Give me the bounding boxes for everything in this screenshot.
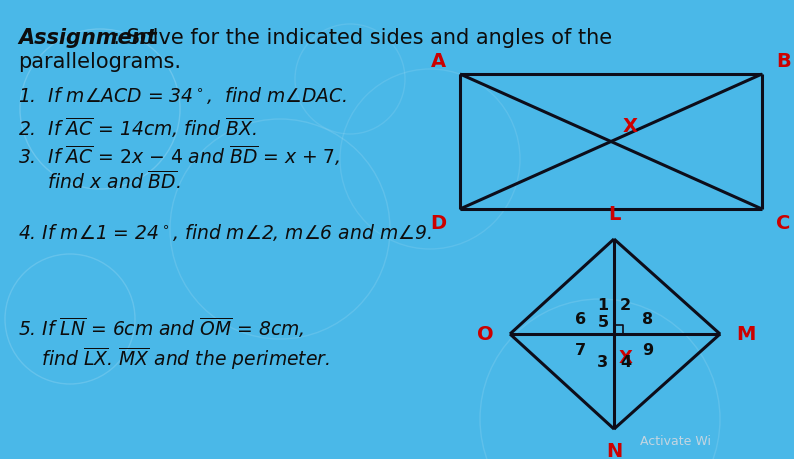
Text: 6: 6 xyxy=(575,311,586,326)
Text: 1.  If m$\angle$ACD = 34$^\circ$,  $\it{find}$ m$\angle$DAC.: 1. If m$\angle$ACD = 34$^\circ$, $\it{fi… xyxy=(18,85,347,106)
Text: L: L xyxy=(608,205,620,224)
Text: 2: 2 xyxy=(620,297,631,312)
Text: B: B xyxy=(776,52,791,71)
Text: $\it{find}$ $\overline{LX}$. $\overline{MX}$ $\it{and\ the\ perimeter}$.: $\it{find}$ $\overline{LX}$. $\overline{… xyxy=(18,344,330,371)
Text: 7: 7 xyxy=(575,342,586,357)
Text: Activate Wi: Activate Wi xyxy=(640,434,711,447)
Text: 4. If m$\angle$1 = 24$^\circ$, $\it{find}$ m$\angle$2, m$\angle$6 $\it{and}$ m$\: 4. If m$\angle$1 = 24$^\circ$, $\it{find… xyxy=(18,222,432,242)
Text: 4: 4 xyxy=(620,354,631,369)
Text: X: X xyxy=(619,348,633,366)
Text: 3: 3 xyxy=(597,354,608,369)
Text: N: N xyxy=(606,441,622,459)
Text: D: D xyxy=(430,213,446,233)
Text: 2.  If $\overline{AC}$ = 14$\it{cm}$, $\it{find}$ $\overline{BX}$.: 2. If $\overline{AC}$ = 14$\it{cm}$, $\i… xyxy=(18,115,256,140)
Text: parallelograms.: parallelograms. xyxy=(18,52,181,72)
Text: O: O xyxy=(477,325,494,344)
Text: 3.  If $\overline{AC}$ = $\it{2x}$ $-$ $\it{4}$ $\it{and}$ $\overline{BD}$ = $\i: 3. If $\overline{AC}$ = $\it{2x}$ $-$ $\… xyxy=(18,143,341,167)
Text: M: M xyxy=(736,325,755,344)
Text: 8: 8 xyxy=(642,311,653,326)
Text: $\it{find\ x\ and}$ $\overline{BD}$.: $\it{find\ x\ and}$ $\overline{BD}$. xyxy=(18,170,181,192)
Text: 5: 5 xyxy=(598,314,609,329)
Text: 9: 9 xyxy=(642,342,653,357)
Text: 5. If $\overline{LN}$ = 6$\it{cm}$ $\it{and}$ $\overline{OM}$ = 8$\it{cm}$,: 5. If $\overline{LN}$ = 6$\it{cm}$ $\it{… xyxy=(18,314,304,339)
Text: X: X xyxy=(623,117,638,136)
Text: C: C xyxy=(776,213,790,233)
Text: 1: 1 xyxy=(597,297,608,312)
Text: A: A xyxy=(431,52,446,71)
Text: Assignment: Assignment xyxy=(18,28,156,48)
Text: : Solve for the indicated sides and angles of the: : Solve for the indicated sides and angl… xyxy=(113,28,612,48)
